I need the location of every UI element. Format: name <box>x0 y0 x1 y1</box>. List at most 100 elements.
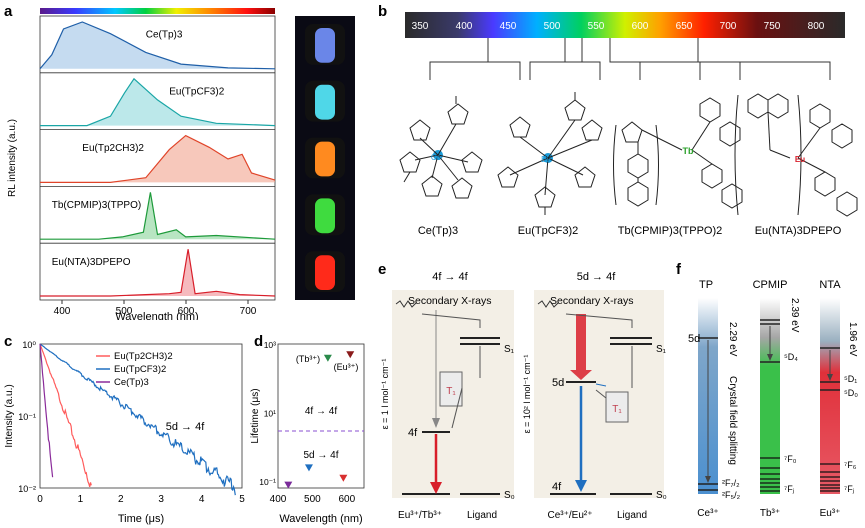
et-arrow-right <box>595 389 607 399</box>
legend-label: Ce(Tp)3 <box>114 377 149 388</box>
vial-glow <box>315 141 335 177</box>
d-x-tick: 500 <box>304 494 321 505</box>
molecule-eu-nta <box>734 93 858 217</box>
label-tb: (Tb³⁺) <box>296 354 320 364</box>
s0-right: S₀ <box>656 490 667 501</box>
f-col-tp: TP <box>699 279 713 291</box>
c-x-tick: 1 <box>78 494 84 505</box>
emission-arrowhead-left <box>430 482 442 494</box>
f-tp-arrowhead <box>705 476 711 483</box>
molecule-label: Ce(Tp)3 <box>418 225 458 237</box>
f-bottom-eu: Eu³⁺ <box>820 508 841 519</box>
decay-curve <box>39 343 236 496</box>
f-nta-d0: ⁵D₀ <box>844 388 858 398</box>
vial-glow <box>315 84 335 120</box>
level-4f-label-left: 4f <box>408 427 418 439</box>
wavelength-tick: 450 <box>500 21 517 32</box>
panel-b-letter: b <box>378 3 387 20</box>
d-y-tick: 10¹ <box>264 409 276 419</box>
f-col-nta: NTA <box>819 279 841 291</box>
d-y-tick: 10³ <box>264 340 276 350</box>
e-xray-right: Secondary X-rays <box>550 295 633 307</box>
wavelength-tick: 650 <box>676 21 693 32</box>
e-xray-left: Secondary X-rays <box>408 295 491 307</box>
panel-a-letter: a <box>4 3 13 20</box>
panel-a-frame <box>39 15 276 301</box>
panel-f: f TP CPMIP NTA 5d ²F₇/₂ ²F₅/₂ 2.29 eV Cr… <box>676 261 858 519</box>
eu-atom-1: Eu <box>541 155 551 164</box>
connector-lines <box>429 38 831 80</box>
f-cp-d4: ⁵D₄ <box>784 352 798 362</box>
e-right-box <box>534 290 664 498</box>
panel-c-annotation: 5d → 4f <box>166 421 205 433</box>
c-x-tick: 2 <box>118 494 124 505</box>
level-5d-label-right: 5d <box>552 377 564 389</box>
s1-left: S₁ <box>504 344 515 355</box>
f-bottom-ce: Ce³⁺ <box>697 508 718 519</box>
xray-wave-left <box>395 300 417 308</box>
panel-b: b 350 400 450 500 550 600 650 700 750 800 Ce <box>378 3 858 237</box>
wavelength-tick: 700 <box>720 21 737 32</box>
label-4f4f: 4f → 4f <box>305 406 337 417</box>
panel-d-frame <box>277 343 365 489</box>
spectrum-fill <box>40 22 275 69</box>
panel-d-letter: d <box>254 333 263 350</box>
panel-e: e 4f → 4f 5d → 4f Secondary X-rays T₁ S₁… <box>378 261 667 521</box>
lifetime-point <box>346 351 355 359</box>
c-y-tick: 10⁰ <box>22 340 36 350</box>
spectrum-label: Eu(TpCF3)2 <box>169 86 224 97</box>
xray-path-left <box>421 313 481 328</box>
panel-c-frame <box>39 343 243 489</box>
d-x-tick: 600 <box>338 494 355 505</box>
legend-label: Eu(Tp2CH3)2 <box>114 351 173 362</box>
spectrum-fill <box>40 135 275 183</box>
spectrum-line <box>40 249 276 297</box>
d-x-tick: 400 <box>270 494 287 505</box>
e-right-bottom: Ce³⁺/Eu²⁺ <box>547 510 592 521</box>
emission-arrowhead-right <box>575 480 587 492</box>
wavelength-tick: 800 <box>808 21 825 32</box>
panel-c-letter: c <box>4 333 12 350</box>
wavelength-tick: 550 <box>588 21 605 32</box>
molecule-label: Eu(NTA)3DPEPO <box>755 225 842 237</box>
excite-arrowhead-left <box>432 418 440 428</box>
label-eu: (Eu³⁺) <box>334 362 359 372</box>
molecule-label: Tb(CPMIP)3(TPPO)2 <box>618 225 723 237</box>
lifetime-point <box>323 354 332 362</box>
vial-glow <box>315 198 335 234</box>
e-ligand-left: Ligand <box>467 510 497 521</box>
panel-c-ylabel: Intensity (a.u.) <box>4 384 15 447</box>
ce-atom: Ce <box>431 153 442 162</box>
lifetime-point <box>304 464 313 472</box>
vial-glow <box>315 28 335 63</box>
spectrum-line <box>39 21 276 70</box>
c-x-tick: 3 <box>158 494 164 505</box>
f-bar-tb <box>760 298 780 494</box>
f-tp-f52: ²F₅/₂ <box>722 490 741 500</box>
c-x-tick: 0 <box>37 494 43 505</box>
e-right-title: 5d → 4f <box>577 271 616 283</box>
x-tick-label: 700 <box>240 306 257 317</box>
f-nta-ev: 1.96 eV <box>847 322 858 357</box>
spectrum-strip <box>40 8 275 14</box>
molecule-ce-tp3 <box>399 96 483 199</box>
decay-curve <box>39 343 92 488</box>
t1-left: T₁ <box>446 386 456 397</box>
spectrum-line <box>40 192 276 240</box>
f-cp-arrowhead <box>767 354 773 361</box>
x-tick-label: 500 <box>116 306 133 317</box>
wavelength-tick: 350 <box>412 21 429 32</box>
spectrum-line <box>40 134 276 183</box>
xray-wave-right <box>537 300 559 308</box>
spectrum-label: Ce(Tp)3 <box>146 30 183 41</box>
eu-atom-2: Eu <box>795 155 805 164</box>
x-tick-label: 600 <box>178 306 195 317</box>
molecule-label: Eu(TpCF3)2 <box>518 225 579 237</box>
f-bottom-tb: Tb³⁺ <box>760 508 780 519</box>
f-tp-5d: 5d <box>688 333 700 345</box>
f-tp-f72: ²F₇/₂ <box>722 478 740 488</box>
x-tick-label: 400 <box>54 306 71 317</box>
c-y-tick: 10⁻² <box>18 484 36 494</box>
panel-e-letter: e <box>378 261 386 278</box>
molecule-eu-tpcf3-2 <box>497 92 603 215</box>
